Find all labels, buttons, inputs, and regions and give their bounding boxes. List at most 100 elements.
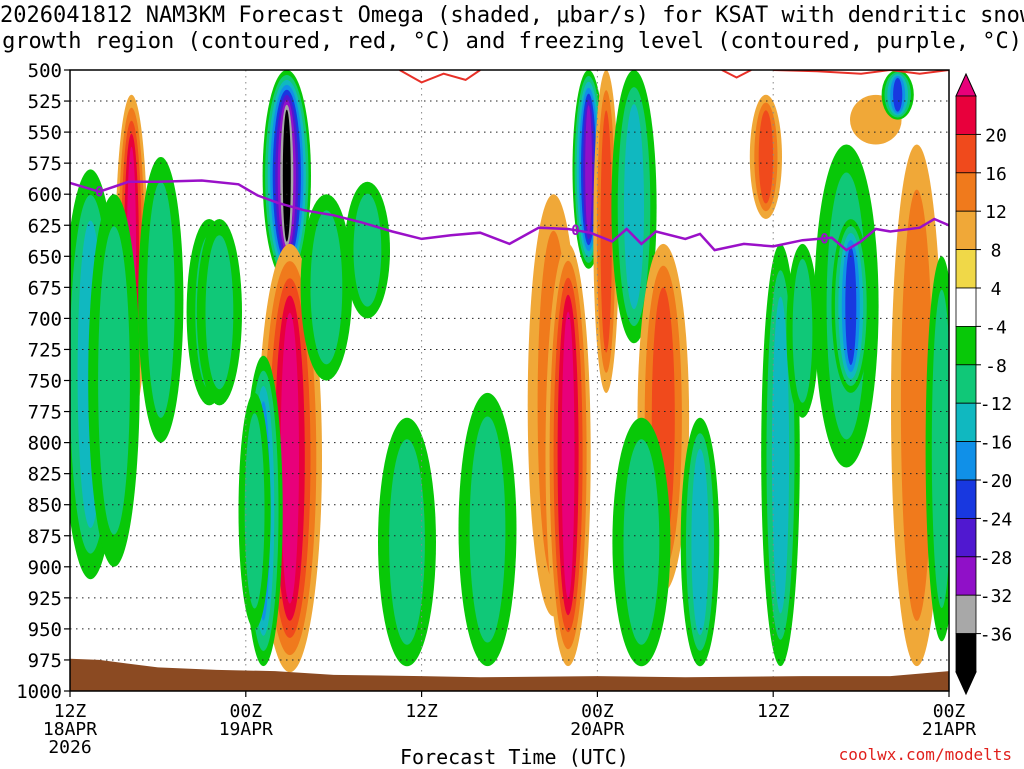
x-tick-label: 18APR <box>43 719 97 740</box>
omega-shade--8 <box>469 416 506 643</box>
terrain-fill <box>70 658 949 691</box>
y-tick-label: 925 <box>28 588 62 610</box>
colorbar-label: -4 <box>985 317 1007 338</box>
surface-terrain <box>70 658 949 691</box>
y-tick-label: 975 <box>28 650 62 672</box>
colorbar-label: 8 <box>991 241 1002 262</box>
omega-shade--36 <box>282 109 291 242</box>
omega-shade-12 <box>758 110 774 204</box>
omega-shade--12 <box>771 296 790 614</box>
omega-shading <box>70 70 949 673</box>
y-tick-label: 775 <box>28 402 62 424</box>
omega-shade--8 <box>353 193 382 307</box>
x-tick-label: 19APR <box>219 719 273 740</box>
x-tick-label: 12Z <box>54 701 87 722</box>
chart-title-line2: growth region (contoured, red, °C) and f… <box>2 29 1022 54</box>
colorbar-label: 4 <box>991 279 1002 300</box>
colorbar-segment <box>955 325 977 366</box>
colorbar-label: -20 <box>980 471 1013 492</box>
y-tick-label: 600 <box>28 184 62 206</box>
omega-shade-12 <box>600 110 612 353</box>
colorbar-bottom-arrow <box>955 671 977 696</box>
chart-title-line1: 2026041812 NAM3KM Forecast Omega (shaded… <box>0 3 1024 28</box>
omega-shade--12 <box>624 104 644 310</box>
x-tick-label: 12Z <box>405 701 438 722</box>
omega-shade--8 <box>244 413 265 609</box>
y-tick-label: 800 <box>28 433 62 455</box>
colorbar-label: -24 <box>980 509 1013 530</box>
omega-shade--8 <box>98 226 130 535</box>
y-tick-label: 650 <box>28 246 62 268</box>
omega-shade--8 <box>792 258 813 403</box>
freezing-level-label: 0 <box>95 185 103 201</box>
colorbar-label: -12 <box>980 394 1013 415</box>
colorbar-label: -28 <box>980 548 1013 569</box>
y-tick-label: 900 <box>28 557 62 579</box>
y-tick-label: 575 <box>28 153 62 175</box>
colorbar-segment <box>955 287 977 327</box>
x-tick-label: 12Z <box>757 701 790 722</box>
freezing-level-line <box>70 179 949 252</box>
omega-shade--8 <box>205 235 234 390</box>
dendritic-growth-contour <box>773 70 949 75</box>
x-axis-title: Forecast Time (UTC) <box>400 745 629 769</box>
colorbar-label: -36 <box>980 625 1013 646</box>
x-tick-label: 20APR <box>570 719 624 740</box>
colorbar-segment <box>955 249 977 289</box>
omega-shade--28 <box>585 105 592 234</box>
x-tick-label: 21APR <box>922 719 976 740</box>
y-tick-label: 500 <box>28 60 62 82</box>
y-tick-label: 1000 <box>16 681 62 703</box>
y-tick-label: 675 <box>28 277 62 299</box>
y-tick-label: 525 <box>28 91 62 113</box>
colorbar-segment <box>955 441 977 481</box>
colorbar: 20 16 12 8 4 -4 -8 -12 -16 -20 -24 -28 -32 -36 <box>955 72 1013 696</box>
freezing-level-label: 0 <box>571 223 579 239</box>
omega-shade--8 <box>146 181 175 418</box>
omega-shade--8 <box>931 289 949 608</box>
colorbar-segment <box>955 95 977 135</box>
y-tick-label: 625 <box>28 215 62 237</box>
omega-shade--8 <box>389 439 425 645</box>
y-tick-label: 825 <box>28 464 62 486</box>
omega-shade-20 <box>561 311 575 599</box>
omega-shade-8 <box>900 189 933 622</box>
omega-shade--20 <box>893 77 903 112</box>
omega-shade--8 <box>623 439 660 645</box>
colorbar-segment <box>955 210 977 250</box>
x-tick-label: 2026 <box>48 737 91 758</box>
colorbar-label: -16 <box>980 433 1013 454</box>
colorbar-segment <box>955 133 977 174</box>
dendritic-growth-contour <box>399 70 481 84</box>
colorbar-segment <box>955 172 977 212</box>
colorbar-segment <box>955 556 977 596</box>
colorbar-segment <box>955 402 977 443</box>
y-tick-label: 875 <box>28 526 62 548</box>
colorbar-label: 20 <box>985 125 1007 146</box>
omega-shade--20 <box>845 247 857 365</box>
y-tick-label: 700 <box>28 308 62 330</box>
y-tick-label: 850 <box>28 495 62 517</box>
colorbar-segment <box>955 633 977 673</box>
freezing-level-label: 0 <box>820 231 828 247</box>
x-tick-label: 00Z <box>933 701 966 722</box>
colorbar-segment <box>955 594 977 635</box>
dendritic-growth-contour <box>721 70 752 79</box>
colorbar-label: -8 <box>985 356 1007 377</box>
y-tick-label: 750 <box>28 371 62 393</box>
omega-shade--8 <box>310 210 343 365</box>
colorbar-segment <box>955 518 977 558</box>
x-tick-label: 00Z <box>581 701 614 722</box>
y-tick-label: 550 <box>28 122 62 144</box>
x-tick-label: 00Z <box>230 701 263 722</box>
colorbar-segment <box>955 479 977 519</box>
y-axis: 500 525 550 575 600 625 650 675 700 725 750 775 800 8… <box>16 60 70 703</box>
y-tick-label: 725 <box>28 339 62 361</box>
omega-shade--12 <box>691 448 709 636</box>
colorbar-label: -32 <box>980 586 1013 607</box>
colorbar-label: 12 <box>985 202 1007 223</box>
y-tick-label: 950 <box>28 619 62 641</box>
colorbar-top-arrow <box>955 72 977 97</box>
